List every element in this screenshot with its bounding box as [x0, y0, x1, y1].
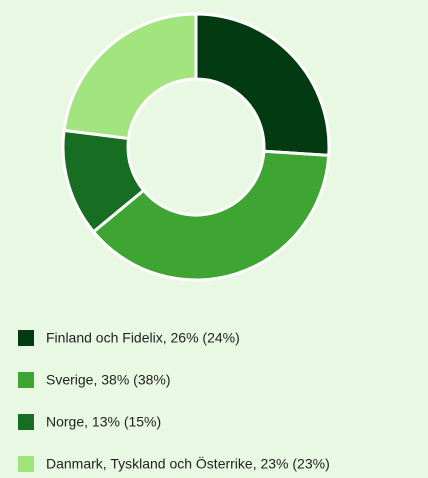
legend-label: Norge, 13% (15%) — [46, 414, 161, 430]
legend-swatch — [18, 456, 34, 472]
legend-swatch — [18, 414, 34, 430]
donut-slice — [62, 12, 198, 141]
legend-label: Danmark, Tyskland och Österrike, 23% (23… — [46, 455, 330, 472]
donut-slice — [91, 149, 331, 282]
legend-swatch — [18, 330, 34, 346]
legend-swatch — [18, 372, 34, 388]
legend-label: Sverige, 38% (38%) — [46, 372, 171, 388]
legend-label: Finland och Fidelix, 26% (24%) — [46, 330, 240, 346]
donut-slice — [194, 12, 331, 157]
